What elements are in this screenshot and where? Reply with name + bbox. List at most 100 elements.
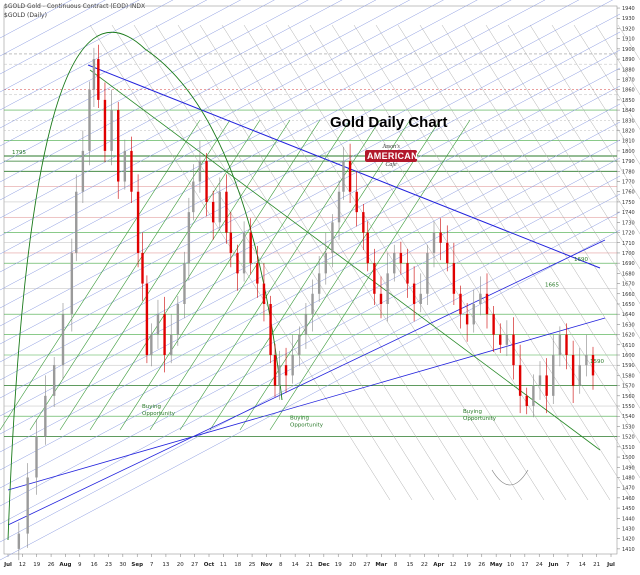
fan-line-down — [375, 24, 640, 444]
candle-body — [552, 355, 555, 396]
x-tick-label: 16 — [91, 562, 98, 568]
candle-body — [393, 252, 396, 274]
chart-title: Gold Daily Chart — [330, 114, 448, 131]
logo-line2: AMERICAN — [365, 150, 418, 162]
y-tick-label: 1410 — [622, 547, 635, 553]
y-tick-label: 1770 — [622, 180, 635, 186]
fan-line-up — [0, 0, 546, 291]
candle-body — [362, 212, 365, 233]
fan-line-down — [463, 24, 640, 305]
fan-line-up — [0, 0, 343, 183]
x-tick-label: 21 — [306, 562, 313, 568]
y-tick-label: 1860 — [622, 88, 635, 94]
fan-line-up — [0, 0, 580, 309]
y-tick-label: 1720 — [622, 231, 635, 237]
candle-body — [571, 355, 575, 386]
candle-body — [183, 263, 186, 304]
y-tick-label: 1800 — [622, 149, 635, 155]
fan-line-up — [0, 193, 621, 525]
candle-body — [156, 314, 160, 335]
candle-body — [412, 283, 416, 304]
candle-body — [565, 334, 568, 356]
candle-body — [304, 314, 308, 335]
y-tick-label: 1940 — [622, 6, 635, 12]
y-tick-label: 1810 — [622, 139, 635, 145]
fan-line-down — [111, 24, 413, 501]
green-arc — [7, 31, 283, 541]
candle-body — [492, 314, 495, 335]
y-tick-label: 1630 — [622, 322, 635, 328]
x-tick-label: Sep — [131, 562, 143, 568]
candle-body — [472, 303, 475, 325]
y-tick-label: 1480 — [622, 475, 635, 481]
x-tick-label: 14 — [579, 562, 586, 568]
fan-line-up — [0, 0, 174, 93]
fan-line-green — [119, 119, 321, 431]
y-tick-label: 1640 — [622, 312, 635, 318]
level-label: 1590 — [590, 359, 604, 365]
y-tick-label: 1510 — [622, 445, 635, 451]
x-tick-label: 7 — [150, 562, 154, 568]
buying-opportunity-label: Opportunity — [290, 422, 324, 428]
candle-body — [225, 191, 228, 233]
fan-line-green — [0, 119, 201, 431]
bottom-arc — [491, 469, 529, 486]
candle-body — [426, 252, 429, 294]
fan-line-down — [397, 24, 640, 409]
candle-body — [123, 150, 127, 182]
y-tick-label: 1580 — [622, 373, 635, 379]
y-tick-label: 1900 — [622, 47, 635, 53]
x-tick-label: 11 — [220, 562, 227, 568]
y-tick-label: 1730 — [622, 220, 635, 226]
x-tick-label: 15 — [407, 562, 414, 568]
candle-body — [70, 252, 74, 315]
x-tick-label: Dec — [318, 562, 330, 568]
buying-opportunity-label: Opportunity — [142, 411, 176, 417]
y-tick-label: 1760 — [622, 190, 635, 196]
y-tick-label: 1500 — [622, 455, 635, 461]
candle-body — [81, 150, 85, 192]
fan-line-green — [149, 119, 351, 431]
x-tick-label: 27 — [191, 562, 198, 568]
y-tick-label: 1470 — [622, 486, 635, 492]
x-tick-label: 9 — [78, 562, 82, 568]
y-tick-label: 1820 — [622, 128, 635, 134]
y-tick-label: 1790 — [622, 159, 635, 165]
candle-body — [187, 212, 191, 264]
logo-line1: Jason's — [382, 144, 400, 150]
candle-body — [192, 181, 195, 213]
x-tick-label: 14 — [292, 562, 299, 568]
x-tick-label: 26 — [478, 562, 485, 568]
fan-line-green — [179, 119, 381, 431]
y-tick-label: 1670 — [622, 282, 635, 288]
american-cafe-logo: Jason's AMERICAN Cafe — [365, 144, 418, 182]
candle-body — [26, 477, 29, 534]
logo-line3: Cafe — [385, 162, 397, 168]
candle-body — [198, 161, 202, 182]
candle-body — [311, 293, 314, 315]
fan-line-green — [89, 119, 291, 431]
fan-line-up — [0, 0, 140, 75]
level-label: 1665 — [545, 283, 559, 289]
x-tick-label: 19 — [33, 562, 40, 568]
candle-body — [136, 191, 140, 253]
x-tick-label: 30 — [119, 562, 126, 568]
candle-body — [399, 252, 403, 264]
candle-body — [163, 314, 166, 356]
fan-line-up — [0, 175, 621, 507]
candle-body — [170, 334, 173, 356]
x-tick-label: Nov — [260, 562, 272, 568]
y-tick-label: 1880 — [622, 67, 635, 73]
fan-line-up — [0, 85, 621, 417]
y-tick-label: 1920 — [622, 26, 635, 32]
fan-line-down — [441, 24, 640, 339]
candle-body — [88, 89, 91, 151]
fan-line-up — [0, 103, 621, 435]
candle-body — [512, 334, 515, 366]
fan-line-up — [0, 211, 621, 543]
fan-line-up — [0, 0, 377, 201]
chart-sub-header: $GOLD (Daily) — [4, 12, 47, 19]
candle-body — [499, 334, 502, 345]
candle-body — [117, 110, 120, 182]
